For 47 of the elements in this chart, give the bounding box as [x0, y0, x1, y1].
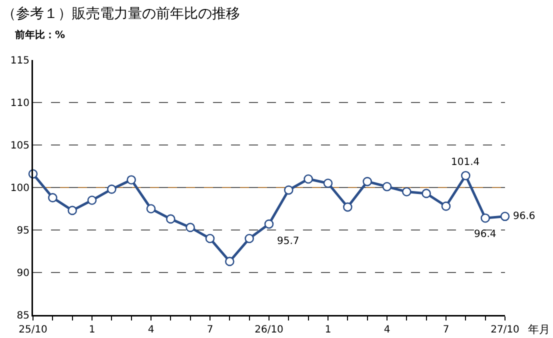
y-tick-label: 100: [10, 183, 30, 194]
data-label: 101.4: [451, 157, 480, 168]
point: [225, 256, 234, 266]
point: [422, 188, 431, 198]
point: [304, 174, 313, 184]
point: [244, 234, 254, 244]
point: [461, 170, 470, 180]
point: [284, 185, 294, 195]
x-tick-label: 1: [88, 324, 96, 336]
chart-title: （参考１）販売電力量の前年比の推移: [2, 6, 240, 22]
x-tick-label: 26/10: [254, 324, 284, 336]
y-tick-label: 85: [16, 310, 30, 322]
x-tick-label: 4: [384, 324, 390, 336]
data-label: 96.4: [474, 229, 496, 240]
point: [166, 214, 176, 224]
point: [48, 193, 58, 202]
point: [441, 202, 451, 211]
point: [186, 222, 195, 232]
point: [382, 182, 392, 192]
x-tick-label: 7: [442, 324, 450, 336]
point: [68, 206, 77, 216]
x-tick-label: 25/10: [18, 324, 48, 336]
point: [362, 176, 372, 186]
data-label: 95.7: [277, 236, 300, 247]
x-tick-label: 4: [148, 324, 154, 336]
point: [107, 184, 116, 194]
point: [480, 213, 490, 223]
point: [500, 212, 510, 222]
y-tick-label: 90: [16, 268, 30, 279]
point: [87, 196, 97, 205]
point: [343, 202, 352, 212]
x-axis-title: 年月: [528, 323, 550, 336]
y-tick-label: 95: [16, 226, 30, 236]
x-tick-label: 7: [206, 324, 214, 336]
point: [264, 219, 274, 229]
x-tick-label: 1: [324, 324, 332, 336]
point: [323, 178, 333, 188]
data-label: 96.6: [513, 211, 536, 222]
y-axis-title: 前年比：%: [14, 29, 66, 41]
point: [126, 175, 136, 184]
point: [146, 204, 156, 214]
y-tick-label: 115: [10, 56, 30, 66]
y-tick-label: 105: [10, 140, 30, 152]
x-tick-label: 27/10: [490, 324, 520, 336]
point: [402, 187, 412, 196]
point: [205, 234, 215, 244]
y-tick-label: 110: [10, 98, 30, 109]
